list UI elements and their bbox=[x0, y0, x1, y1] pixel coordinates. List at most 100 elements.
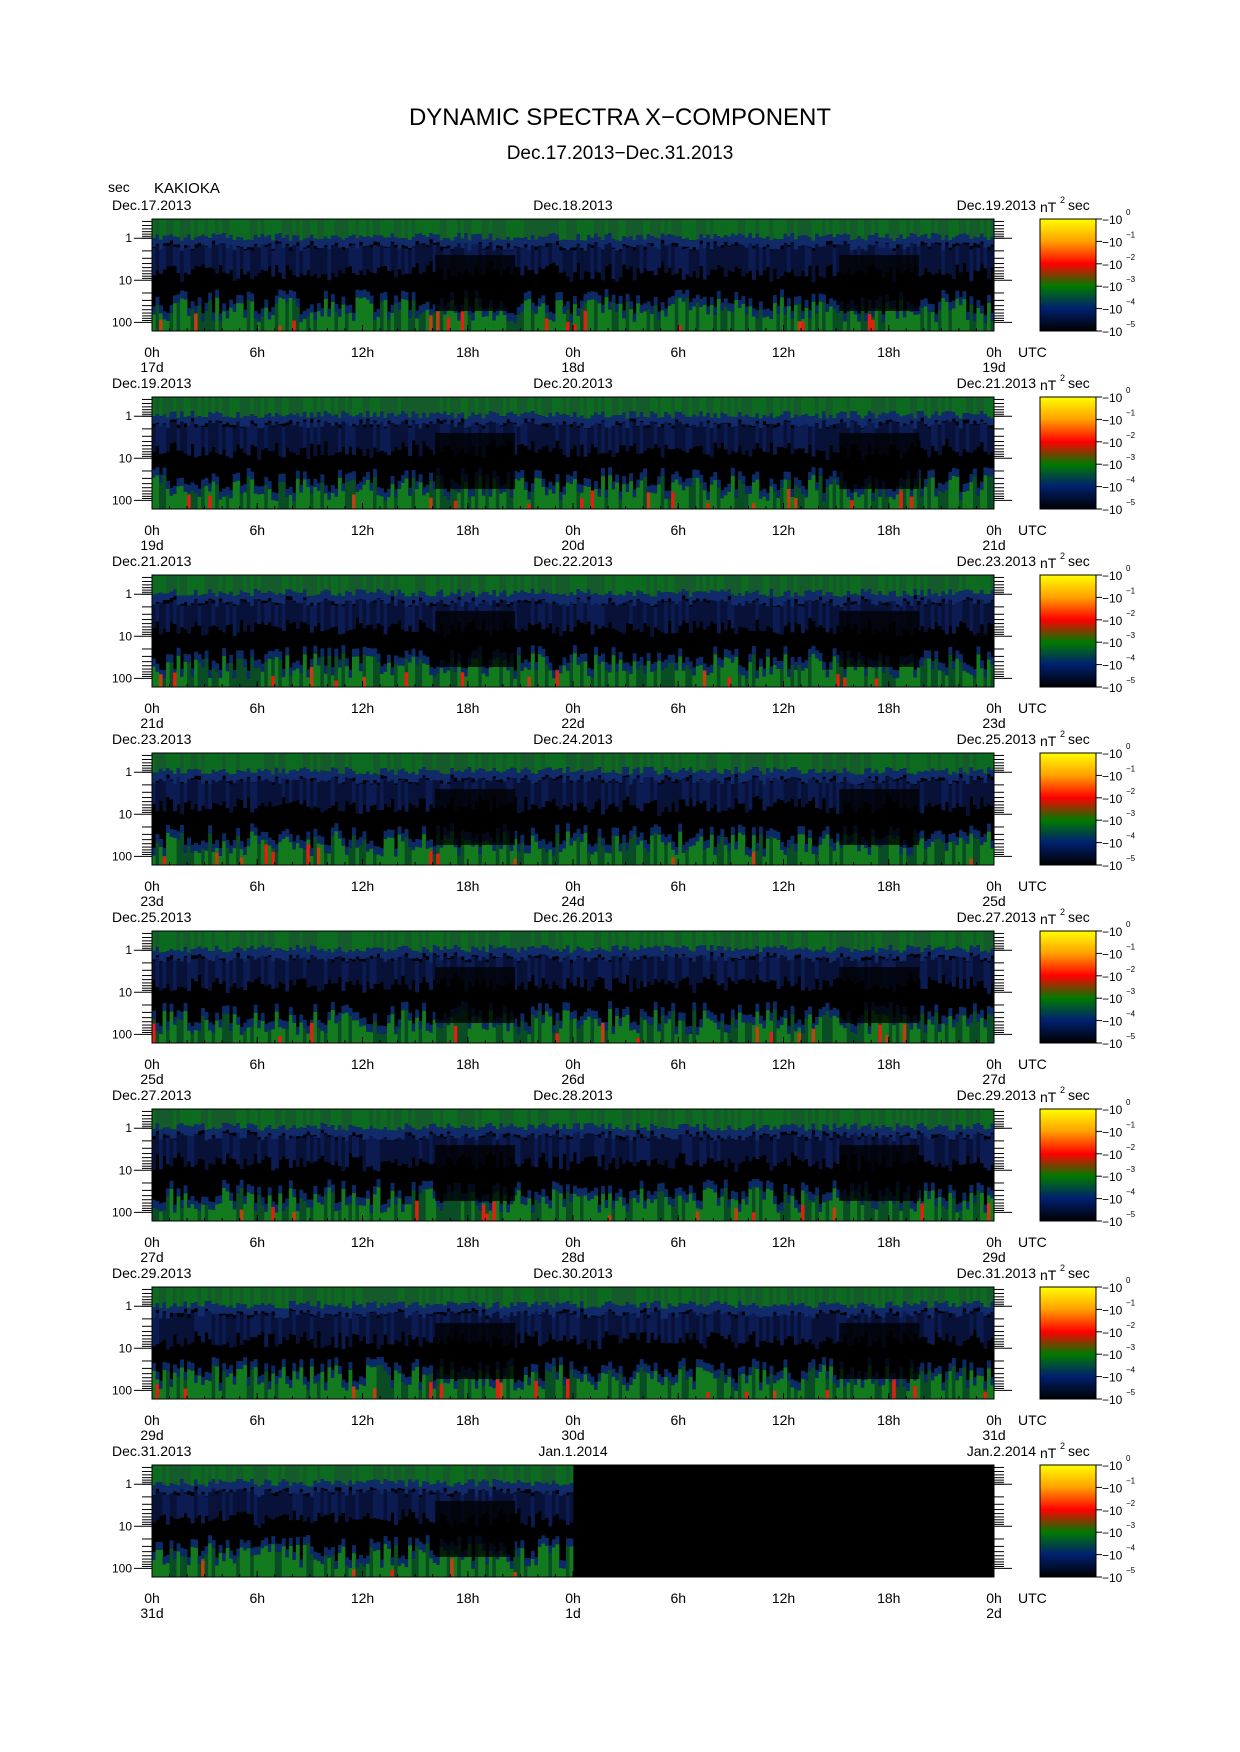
colorbar-tick-label: −10 bbox=[1102, 1148, 1123, 1162]
x-tick-label: 18h bbox=[456, 344, 479, 360]
colorbar-tick-exponent: −1 bbox=[1126, 764, 1136, 773]
x-tick-label: 0h bbox=[144, 700, 160, 716]
colorbar-tick-exponent: 0 bbox=[1126, 1276, 1131, 1285]
colorbar-unit: nT bbox=[1040, 911, 1057, 927]
x-tick-label: 6h bbox=[249, 1412, 265, 1428]
panel-start-date: Dec.21.2013 bbox=[112, 553, 192, 569]
colorbar-unit-suffix: sec bbox=[1068, 909, 1090, 925]
colorbar-tick-label: −10 bbox=[1102, 213, 1123, 227]
colorbar-tick-exponent: −4 bbox=[1126, 1010, 1136, 1019]
x-tick-label: 6h bbox=[670, 1234, 686, 1250]
colorbar-tick-exponent: −4 bbox=[1126, 298, 1136, 307]
colorbar-tick-exponent: −2 bbox=[1126, 965, 1136, 974]
x-tick-label: 18h bbox=[877, 1056, 900, 1072]
day-label: 19d bbox=[140, 537, 163, 553]
y-tick-label: 1 bbox=[125, 587, 132, 601]
colorbar-tick-label: −10 bbox=[1102, 569, 1123, 583]
x-tick-label: 0h bbox=[986, 878, 1002, 894]
panel-start-date: Dec.29.2013 bbox=[112, 1265, 192, 1281]
colorbar-unit: nT bbox=[1040, 555, 1057, 571]
colorbar-tick-label: −10 bbox=[1102, 614, 1123, 628]
colorbar-unit-suffix: sec bbox=[1068, 197, 1090, 213]
colorbar-tick-label: −10 bbox=[1102, 947, 1123, 961]
x-tick-label: 6h bbox=[670, 878, 686, 894]
day-label: 17d bbox=[140, 359, 163, 375]
colorbar-tick-exponent: −1 bbox=[1126, 1298, 1136, 1307]
colorbar-tick-exponent: 0 bbox=[1126, 386, 1131, 395]
panel-start-date: Dec.31.2013 bbox=[112, 1443, 192, 1459]
x-tick-label: 12h bbox=[772, 1590, 795, 1606]
x-tick-label: 18h bbox=[456, 1590, 479, 1606]
colorbar-tick-label: −10 bbox=[1102, 391, 1123, 405]
x-tick-label: 0h bbox=[565, 1412, 581, 1428]
colorbar-tick-label: −10 bbox=[1102, 325, 1123, 339]
colorbar-tick-exponent: −2 bbox=[1126, 431, 1136, 440]
colorbar-tick-label: −10 bbox=[1102, 681, 1123, 695]
colorbar-unit-exponent: 2 bbox=[1060, 1263, 1065, 1273]
x-tick-label: 18h bbox=[456, 522, 479, 538]
y-tick-label: 10 bbox=[119, 985, 133, 999]
colorbar-tick-label: −10 bbox=[1102, 1125, 1123, 1139]
x-tick-label: 0h bbox=[565, 1590, 581, 1606]
colorbar: −100−10−1−10−2−10−3−10−4−10−5nT 2 sec bbox=[1039, 373, 1136, 517]
day-label: 27d bbox=[982, 1071, 1005, 1087]
colorbar-tick-exponent: −3 bbox=[1126, 1343, 1136, 1352]
x-tick-label: 12h bbox=[772, 522, 795, 538]
colorbar-tick-label: −10 bbox=[1102, 1393, 1123, 1407]
spectrum-panel-6: 1 10 100 Dec.27.2013 Dec.28.2013 Dec.29.2013 0… bbox=[112, 1085, 1136, 1265]
colorbar-tick-exponent: −5 bbox=[1126, 1566, 1136, 1575]
x-tick-label: 6h bbox=[249, 344, 265, 360]
spectrum-panel-4: 1 10 100 Dec.23.2013 Dec.24.2013 Dec.25.2013 0… bbox=[112, 729, 1136, 909]
y-tick-label: 100 bbox=[112, 493, 132, 507]
colorbar-tick-exponent: −5 bbox=[1126, 1032, 1136, 1041]
station-name: KAKIOKA bbox=[154, 180, 220, 197]
colorbar-tick-label: −10 bbox=[1102, 1348, 1123, 1362]
x-tick-label: 6h bbox=[249, 1590, 265, 1606]
x-tick-label: 6h bbox=[670, 700, 686, 716]
x-tick-label: 18h bbox=[877, 344, 900, 360]
x-tick-label: 18h bbox=[877, 522, 900, 538]
colorbar-tick-label: −10 bbox=[1102, 1215, 1123, 1229]
colorbar-unit-suffix: sec bbox=[1068, 1087, 1090, 1103]
colorbar-tick-exponent: −1 bbox=[1126, 1120, 1136, 1129]
colorbar-tick-exponent: −4 bbox=[1126, 1544, 1136, 1553]
colorbar-tick-exponent: −2 bbox=[1126, 609, 1136, 618]
panel-mid-date: Dec.26.2013 bbox=[533, 909, 613, 925]
day-label: 2d bbox=[986, 1605, 1002, 1621]
colorbar: −100−10−1−10−2−10−3−10−4−10−5nT 2 sec bbox=[1039, 195, 1136, 339]
x-tick-label: 0h bbox=[565, 1056, 581, 1072]
colorbar: −100−10−1−10−2−10−3−10−4−10−5nT 2 sec bbox=[1039, 907, 1136, 1051]
x-tick-label: 6h bbox=[249, 522, 265, 538]
colorbar-tick-exponent: −3 bbox=[1126, 1165, 1136, 1174]
colorbar-tick-label: −10 bbox=[1102, 1170, 1123, 1184]
colorbar-unit-exponent: 2 bbox=[1060, 551, 1065, 561]
y-tick-label: 100 bbox=[112, 1383, 132, 1397]
colorbar-tick-exponent: −4 bbox=[1126, 476, 1136, 485]
x-tick-label: 0h bbox=[986, 1590, 1002, 1606]
day-label: 21d bbox=[982, 537, 1005, 553]
x-tick-label: 0h bbox=[986, 1056, 1002, 1072]
day-label: 1d bbox=[565, 1605, 581, 1621]
colorbar-tick-label: −10 bbox=[1102, 1303, 1123, 1317]
colorbar-tick-label: −10 bbox=[1102, 1015, 1123, 1029]
x-tick-label: 12h bbox=[351, 878, 374, 894]
panel-end-date: Dec.19.2013 bbox=[957, 197, 1037, 213]
spectrum-panel-1: 1 10 100 Dec.17.2013 Dec.18.2013 Dec.19.2013 0… bbox=[112, 195, 1136, 375]
panel-start-date: Dec.19.2013 bbox=[112, 375, 192, 391]
x-tick-label: 12h bbox=[351, 1590, 374, 1606]
colorbar-tick-exponent: −2 bbox=[1126, 1321, 1136, 1330]
colorbar-unit: nT bbox=[1040, 1089, 1057, 1105]
x-tick-label: 18h bbox=[877, 878, 900, 894]
x-tick-label: 0h bbox=[144, 878, 160, 894]
panel-end-date: Dec.23.2013 bbox=[957, 553, 1037, 569]
colorbar-tick-label: −10 bbox=[1102, 1037, 1123, 1051]
colorbar-tick-exponent: −4 bbox=[1126, 1188, 1136, 1197]
day-label: 29d bbox=[140, 1427, 163, 1443]
x-tick-label: 12h bbox=[772, 1056, 795, 1072]
colorbar-tick-exponent: −3 bbox=[1126, 453, 1136, 462]
x-tick-label: 12h bbox=[772, 700, 795, 716]
timezone-label: UTC bbox=[1018, 1056, 1047, 1072]
colorbar-tick-label: −10 bbox=[1102, 503, 1123, 517]
day-label: 30d bbox=[561, 1427, 584, 1443]
colorbar-unit-exponent: 2 bbox=[1060, 907, 1065, 917]
